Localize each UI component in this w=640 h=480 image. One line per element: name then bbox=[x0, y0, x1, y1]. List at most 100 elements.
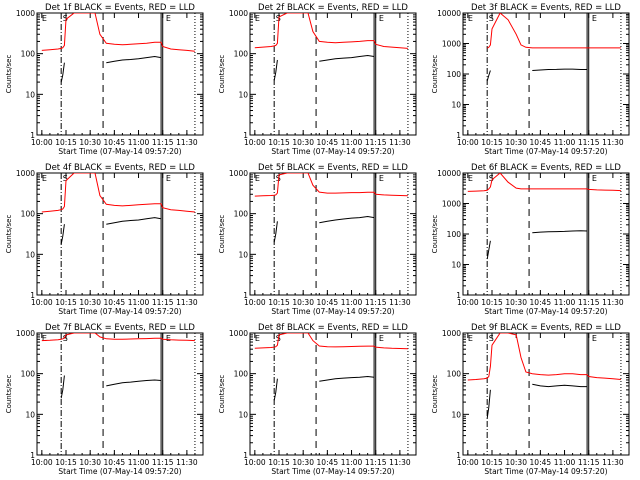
x-tick-label: 11:00 bbox=[128, 458, 150, 467]
y-axis-label: Counts/sec bbox=[5, 215, 13, 254]
x-tick-label: 11:00 bbox=[554, 138, 576, 147]
y-tick-label: 1 bbox=[30, 451, 35, 460]
chart-title: Det 7f BLACK = Events, RED = LLD bbox=[45, 323, 195, 333]
flag-label: E bbox=[255, 334, 260, 343]
x-tick-label: 10:15 bbox=[55, 298, 77, 307]
chart-title: Det 1f BLACK = Events, RED = LLD bbox=[45, 3, 195, 13]
plot-frame bbox=[249, 172, 417, 296]
x-tick-label: 11:00 bbox=[341, 298, 363, 307]
plot-frame bbox=[249, 332, 417, 456]
flag-label: E bbox=[42, 174, 47, 183]
y-tick-label: 10 bbox=[25, 90, 35, 99]
x-tick-label: 11:00 bbox=[128, 138, 150, 147]
chart-panel-8: Det 8f BLACK = Events, RED = LLD 1 10 100 10… bbox=[218, 323, 417, 476]
y-tick-label: 10000 bbox=[437, 9, 461, 18]
chart-title: Det 5f BLACK = Events, RED = LLD bbox=[258, 163, 408, 173]
y-tick-label: 1000 bbox=[442, 200, 461, 209]
x-tick-label: 10:15 bbox=[481, 138, 503, 147]
x-axis-label: Start Time (07-May-14 09:57:20) bbox=[58, 147, 181, 156]
x-tick-label: 10:30 bbox=[292, 298, 314, 307]
x-tick-label: 10:30 bbox=[79, 458, 101, 467]
y-axis-label: Counts/sec bbox=[5, 375, 13, 414]
flag-label: E bbox=[592, 174, 597, 183]
x-tick-label: 10:15 bbox=[55, 138, 77, 147]
y-tick-label: 10000 bbox=[437, 169, 461, 178]
y-tick-label: 1 bbox=[456, 131, 461, 140]
flag-label: E bbox=[379, 174, 384, 183]
x-tick-label: 11:30 bbox=[176, 458, 198, 467]
y-tick-label: 1 bbox=[243, 291, 248, 300]
x-axis-label: Start Time (07-May-14 09:57:20) bbox=[271, 467, 394, 476]
flag-label: E bbox=[468, 174, 473, 183]
flag-label: E bbox=[255, 14, 260, 23]
y-tick-label: 100 bbox=[234, 370, 249, 379]
y-tick-label: 1000 bbox=[16, 9, 35, 18]
flag-label: E bbox=[255, 174, 260, 183]
y-tick-label: 100 bbox=[447, 70, 462, 79]
x-tick-label: 11:00 bbox=[554, 458, 576, 467]
flag-label: E bbox=[592, 14, 597, 23]
plot-frame bbox=[249, 12, 417, 136]
x-tick-label: 11:15 bbox=[578, 458, 600, 467]
y-tick-label: 1 bbox=[456, 291, 461, 300]
y-tick-label: 1 bbox=[243, 131, 248, 140]
flag-label: S bbox=[276, 14, 281, 23]
plot-frame bbox=[36, 332, 204, 456]
x-tick-label: 11:00 bbox=[341, 458, 363, 467]
x-tick-label: 11:15 bbox=[578, 298, 600, 307]
chart-panel-4: Det 4f BLACK = Events, RED = LLD 1 10 100 10… bbox=[5, 163, 204, 316]
x-tick-label: 10:30 bbox=[505, 458, 527, 467]
y-tick-label: 100 bbox=[21, 210, 36, 219]
series-line-events bbox=[486, 230, 588, 260]
x-tick-label: 10:00 bbox=[244, 138, 266, 147]
x-tick-label: 10:15 bbox=[481, 458, 503, 467]
x-tick-label: 10:45 bbox=[317, 138, 339, 147]
x-tick-label: 11:30 bbox=[602, 298, 624, 307]
series-line-lld bbox=[41, 173, 195, 213]
chart-title: Det 8f BLACK = Events, RED = LLD bbox=[258, 323, 408, 333]
plot-frame bbox=[462, 332, 630, 456]
x-tick-label: 11:30 bbox=[602, 138, 624, 147]
x-tick-label: 10:30 bbox=[79, 298, 101, 307]
y-tick-label: 10 bbox=[25, 250, 35, 259]
x-axis-label: Start Time (07-May-14 09:57:20) bbox=[58, 307, 181, 316]
x-tick-label: 10:45 bbox=[317, 458, 339, 467]
x-tick-label: 11:00 bbox=[341, 138, 363, 147]
x-tick-label: 10:15 bbox=[268, 298, 290, 307]
y-tick-label: 1000 bbox=[16, 169, 35, 178]
y-tick-label: 10 bbox=[451, 261, 461, 270]
flag-label: S bbox=[489, 14, 494, 23]
flag-label: E bbox=[468, 334, 473, 343]
x-axis-label: Start Time (07-May-14 09:57:20) bbox=[484, 307, 607, 316]
chart-title: Det 9f BLACK = Events, RED = LLD bbox=[471, 323, 621, 333]
series-line-events bbox=[60, 375, 162, 399]
flag-label: S bbox=[63, 14, 68, 23]
x-tick-label: 11:15 bbox=[365, 458, 387, 467]
x-tick-label: 10:45 bbox=[317, 298, 339, 307]
x-tick-label: 10:45 bbox=[530, 458, 552, 467]
series-line-lld bbox=[467, 333, 621, 381]
x-tick-label: 10:00 bbox=[31, 298, 53, 307]
x-tick-label: 10:15 bbox=[268, 458, 290, 467]
chart-title: Det 4f BLACK = Events, RED = LLD bbox=[45, 163, 195, 173]
x-tick-label: 11:30 bbox=[176, 298, 198, 307]
y-axis-label: Counts/sec bbox=[431, 55, 439, 94]
x-tick-label: 10:00 bbox=[457, 458, 479, 467]
x-tick-label: 11:15 bbox=[365, 298, 387, 307]
x-tick-label: 10:30 bbox=[505, 298, 527, 307]
series-line-events bbox=[60, 55, 162, 83]
y-tick-label: 10 bbox=[451, 101, 461, 110]
x-tick-label: 10:45 bbox=[104, 138, 126, 147]
x-tick-label: 10:30 bbox=[292, 138, 314, 147]
y-axis-label: Counts/sec bbox=[218, 215, 226, 254]
x-tick-label: 10:00 bbox=[457, 298, 479, 307]
flag-label: E bbox=[592, 334, 597, 343]
y-tick-label: 1000 bbox=[442, 329, 461, 338]
x-tick-label: 11:30 bbox=[176, 138, 198, 147]
series-line-lld bbox=[467, 173, 621, 192]
chart-panel-2: Det 2f BLACK = Events, RED = LLD 1 10 100 10… bbox=[218, 3, 417, 156]
x-tick-label: 10:30 bbox=[505, 138, 527, 147]
chart-panel-9: Det 9f BLACK = Events, RED = LLD 1 10 100 10… bbox=[431, 323, 630, 476]
x-axis-label: Start Time (07-May-14 09:57:20) bbox=[271, 147, 394, 156]
